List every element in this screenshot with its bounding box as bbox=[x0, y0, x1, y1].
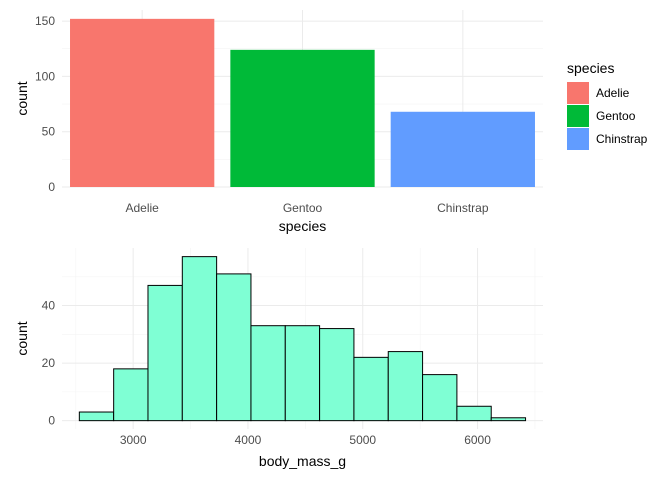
x-tick-label: 4000 bbox=[235, 433, 262, 447]
legend-key-gentoo bbox=[567, 105, 589, 127]
x-axis-title: species bbox=[279, 218, 326, 234]
histogram-bin bbox=[387, 351, 424, 422]
y-axis-title: count bbox=[14, 321, 30, 355]
histogram-body-mass: 0 20 40 3000 4000 5000 6000 body_mass_g count bbox=[14, 248, 543, 469]
histogram-bin bbox=[319, 328, 355, 422]
x-tick-label: Chinstrap bbox=[437, 201, 489, 215]
legend-key-chinstrap bbox=[567, 128, 589, 150]
histogram-bin bbox=[250, 325, 286, 422]
legend-label: Chinstrap bbox=[596, 132, 648, 146]
histogram-bin bbox=[78, 411, 115, 422]
histogram-bin bbox=[113, 368, 149, 422]
y-tick-label: 0 bbox=[48, 414, 55, 428]
bar-chart-species: 0 50 100 150 Adelie Gentoo Chinstrap species cou… bbox=[14, 10, 648, 234]
x-axis-title: body_mass_g bbox=[259, 453, 346, 469]
x-tick-label: 5000 bbox=[349, 433, 376, 447]
y-tick-label: 40 bbox=[42, 299, 56, 313]
histogram-bin bbox=[216, 273, 252, 422]
histogram-bin bbox=[422, 374, 458, 422]
x-tick-label: 3000 bbox=[120, 433, 147, 447]
y-tick-label: 20 bbox=[42, 356, 56, 370]
bar-gentoo bbox=[230, 49, 375, 188]
legend-label: Gentoo bbox=[596, 109, 636, 123]
legend-title: species bbox=[567, 60, 614, 76]
x-tick-label: Adelie bbox=[125, 201, 159, 215]
bar-chinstrap bbox=[390, 111, 535, 187]
histogram-bin bbox=[353, 356, 389, 422]
histogram-bin bbox=[147, 284, 183, 422]
histogram-bin bbox=[284, 325, 321, 422]
histogram-bin bbox=[456, 405, 492, 422]
legend-label: Adelie bbox=[596, 86, 630, 100]
histogram-bin bbox=[181, 256, 218, 422]
histogram-bin bbox=[490, 417, 527, 422]
y-tick-label: 150 bbox=[35, 14, 55, 28]
legend-key-adelie bbox=[567, 82, 589, 104]
y-axis-title: count bbox=[14, 81, 30, 115]
y-tick-label: 50 bbox=[42, 125, 56, 139]
x-tick-label: Gentoo bbox=[283, 201, 323, 215]
bar-adelie bbox=[70, 18, 215, 187]
x-tick-label: 6000 bbox=[464, 433, 491, 447]
y-tick-label: 0 bbox=[48, 180, 55, 194]
y-tick-label: 100 bbox=[35, 69, 55, 83]
